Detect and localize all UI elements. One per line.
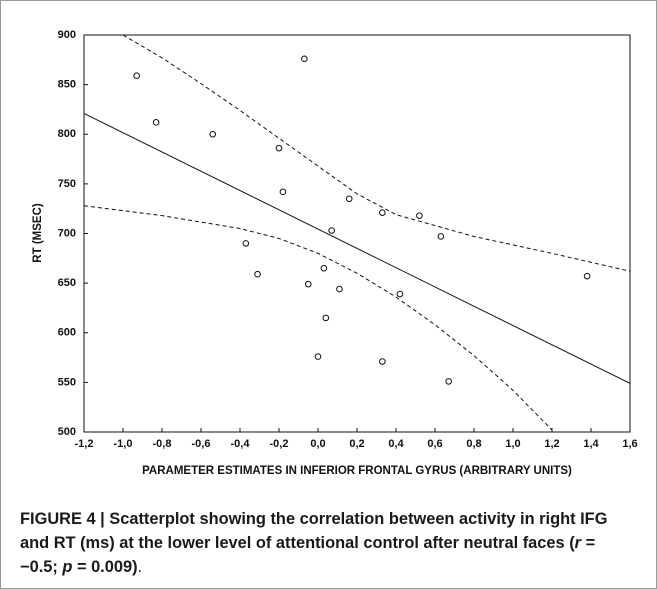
data-point <box>583 272 591 280</box>
figure-caption: FIGURE 4 | Scatterplot showing the corre… <box>20 507 620 579</box>
x-tick-label: 1,4 <box>583 438 599 450</box>
y-tick-label: 750 <box>58 178 76 190</box>
data-point <box>304 280 312 288</box>
data-point <box>396 290 404 298</box>
x-tick-label: 1,0 <box>505 438 520 450</box>
x-tick-label: -0,4 <box>231 438 251 450</box>
data-point <box>133 72 140 79</box>
x-tick-label: 0,2 <box>349 438 364 450</box>
caption-text: . <box>137 558 143 576</box>
data-point <box>328 227 335 234</box>
data-point <box>314 353 322 360</box>
data-point <box>416 212 423 219</box>
y-axis-label: RT (MSEC) <box>32 203 44 263</box>
x-tick-label: 1,6 <box>622 438 637 450</box>
y-tick-label: 650 <box>58 277 76 289</box>
data-point <box>301 55 308 63</box>
data-point <box>275 144 283 152</box>
x-tick-label: -1,2 <box>75 438 94 450</box>
data-point <box>242 240 250 247</box>
confidence-band <box>83 205 553 431</box>
chart: PARAMETER ESTIMATES IN INFERIOR FRONTAL … <box>32 29 638 477</box>
y-tick-label: 700 <box>58 227 76 239</box>
y-tick-label: 800 <box>58 128 76 140</box>
data-point <box>279 188 287 196</box>
x-tick-label: 0,4 <box>388 438 404 450</box>
data-point <box>209 130 216 138</box>
y-tick-label: 850 <box>58 79 76 91</box>
y-tick-label: 550 <box>58 376 76 388</box>
data-point <box>336 285 343 293</box>
x-axis-label: PARAMETER ESTIMATES IN INFERIOR FRONTAL … <box>142 465 572 477</box>
data-point <box>254 270 261 278</box>
caption-text: FIGURE 4 | Scatterplot showing the corre… <box>20 510 608 552</box>
x-tick-label: -0,6 <box>192 438 211 450</box>
y-tick-label: 600 <box>58 327 76 339</box>
y-tick-label: 500 <box>58 426 76 438</box>
y-tick-label: 900 <box>58 29 76 41</box>
x-tick-label: 0,6 <box>427 438 442 450</box>
x-tick-label: 0,0 <box>310 438 325 450</box>
data-point <box>379 209 386 216</box>
data-point <box>345 195 353 203</box>
x-tick-label: -0,2 <box>270 438 289 450</box>
caption-italic: p <box>62 558 73 576</box>
plot-frame <box>83 34 631 433</box>
caption-italic: r <box>574 534 582 552</box>
confidence-band <box>122 34 631 272</box>
x-tick-label: -1,0 <box>114 438 133 450</box>
x-tick-label: 0,8 <box>466 438 481 450</box>
caption-text: = −0.5; <box>20 534 596 576</box>
x-tick-label: -0,8 <box>153 438 172 450</box>
data-point <box>320 264 328 272</box>
data-point <box>322 314 330 322</box>
data-point <box>152 119 160 126</box>
data-point <box>379 358 386 365</box>
regression-line <box>83 112 631 384</box>
caption-text: = 0.009) <box>72 558 138 576</box>
data-point <box>445 378 452 385</box>
data-point <box>437 233 445 240</box>
x-tick-label: 1,2 <box>544 438 559 450</box>
